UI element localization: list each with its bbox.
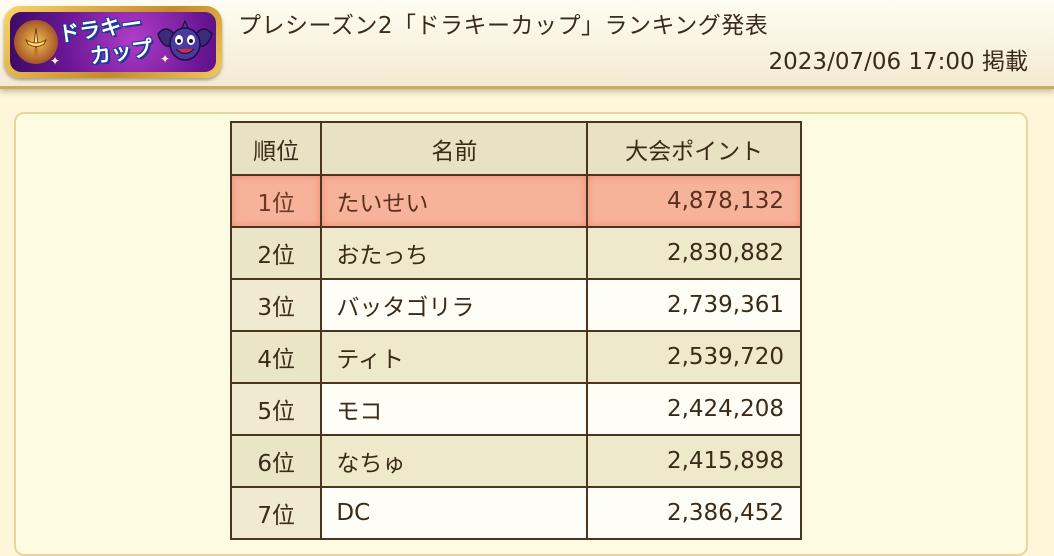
- name-cell: なちゅ: [320, 434, 589, 488]
- name-cell: ティト: [320, 330, 589, 384]
- column-header-name: 名前: [320, 121, 589, 176]
- points-cell: 2,424,208: [586, 382, 802, 436]
- table-header-row: 順位 名前 大会ポイント: [229, 121, 802, 176]
- rank-cell: 6位: [229, 434, 323, 488]
- points-cell: 2,539,720: [586, 330, 802, 384]
- name-cell: おたっち: [320, 226, 589, 280]
- sword-emblem-icon: [14, 20, 58, 64]
- header-bar: ドラキー カップ ✦ ✦ プレシーズン2「ドラキーカップ」ランキ: [0, 0, 1054, 89]
- table-row: 3位 バッタゴリラ 2,739,361: [229, 278, 802, 332]
- table-row: 2位 おたっち 2,830,882: [229, 226, 802, 280]
- rank-cell: 4位: [229, 330, 323, 384]
- points-cell: 2,830,882: [586, 226, 802, 280]
- sparkle-icon: ✦: [50, 54, 61, 68]
- page-title: プレシーズン2「ドラキーカップ」ランキング発表: [238, 13, 769, 39]
- table-row: 1位 たいせい 4,878,132: [229, 174, 802, 228]
- rank-cell: 3位: [229, 278, 323, 332]
- drakee-bat-icon: [156, 16, 214, 72]
- name-cell: DC: [320, 486, 589, 540]
- name-cell: バッタゴリラ: [320, 278, 589, 332]
- sparkle-icon: ✦: [160, 52, 171, 66]
- points-cell: 2,415,898: [586, 434, 802, 488]
- ranking-table: 順位 名前 大会ポイント 1位 たいせい 4,878,132 2位 おたっち 2…: [229, 121, 802, 540]
- rank-cell: 5位: [229, 382, 323, 436]
- rank-cell: 7位: [229, 486, 323, 540]
- points-cell: 2,739,361: [586, 278, 802, 332]
- table-row: 6位 なちゅ 2,415,898: [229, 434, 802, 488]
- drakee-cup-logo: ドラキー カップ ✦ ✦: [4, 6, 222, 78]
- points-cell: 2,386,452: [586, 486, 802, 540]
- table-row: 5位 モコ 2,424,208: [229, 382, 802, 436]
- column-header-rank: 順位: [229, 121, 323, 176]
- rank-cell: 2位: [229, 226, 323, 280]
- name-cell: モコ: [320, 382, 589, 436]
- column-header-points: 大会ポイント: [586, 121, 802, 176]
- table-row: 7位 DC 2,386,452: [229, 486, 802, 540]
- name-cell: たいせい: [320, 174, 589, 228]
- posted-timestamp: 2023/07/06 17:00 掲載: [768, 49, 1028, 75]
- table-row: 4位 ティト 2,539,720: [229, 330, 802, 384]
- points-cell: 4,878,132: [586, 174, 802, 228]
- rank-cell: 1位: [229, 174, 323, 228]
